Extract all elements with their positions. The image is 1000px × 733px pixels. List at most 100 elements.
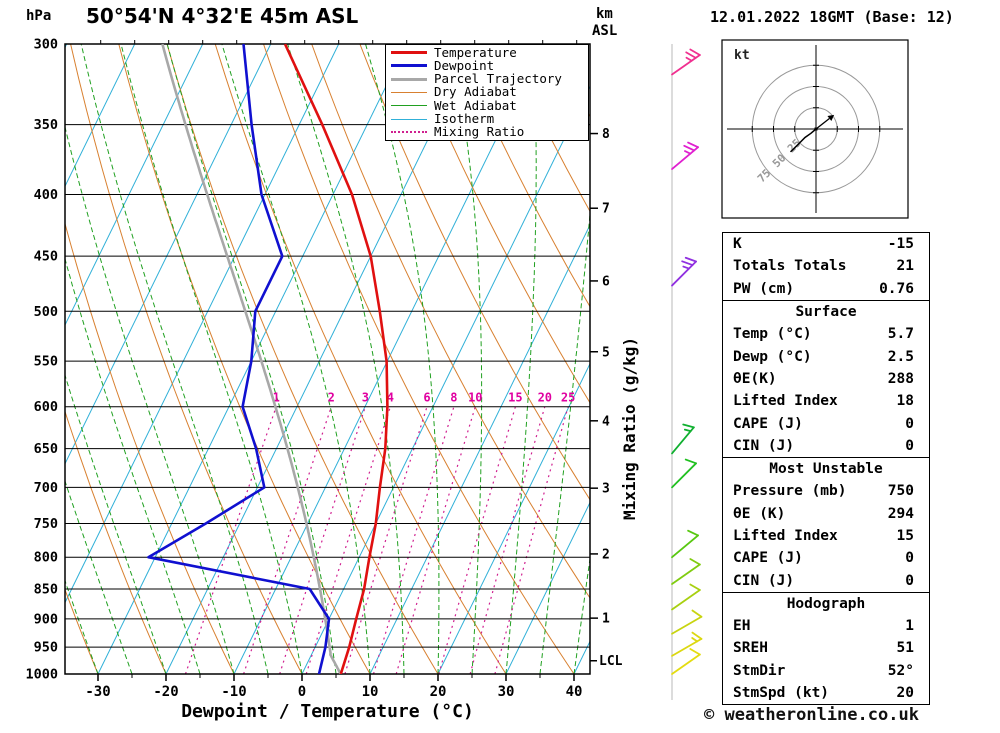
pressure-tick-label: 650 [34, 441, 58, 457]
table-row: PW (cm) 0.76 [723, 278, 929, 300]
km-tick-label: 4 [602, 414, 610, 429]
mixing-ratio-label: 15 [508, 391, 522, 405]
table-section-most-unstable: Most Unstable Pressure (mb) 750 θE (K) 294 Li… [723, 456, 929, 592]
wind-barb [671, 648, 701, 675]
legend-item-label: Wet Adiabat [434, 97, 517, 113]
table-row-value: 0 [905, 550, 914, 567]
table-row-label: Dewp (°C) [733, 348, 812, 365]
table-row-label: Pressure (mb) [733, 483, 847, 500]
legend-item-label: Isotherm [434, 111, 495, 127]
table-row-value: 294 [887, 505, 914, 522]
table-row-label: Lifted Index [733, 393, 838, 410]
legend-line-sample [391, 51, 427, 55]
table-row-label: Lifted Index [733, 528, 838, 544]
wind-barb [671, 48, 701, 76]
pressure-tick-label: 800 [34, 550, 58, 566]
legend-item: Mixing Ratio [391, 126, 586, 138]
legend-line-sample [391, 77, 427, 81]
mixing-ratio-line [344, 406, 428, 674]
km-tick-label: 7 [602, 202, 610, 217]
mixing-ratio-label: 2 [328, 391, 335, 405]
isotherm-line [505, 501, 590, 674]
isotherm-line [233, 44, 544, 674]
legend-item-label: Dry Adiabat [434, 84, 517, 100]
temp-tick-label: -30 [85, 684, 110, 700]
isotherm-line [301, 85, 590, 674]
km-tick-label: 6 [602, 274, 610, 289]
legend-line-sample [391, 64, 427, 68]
table-row: K -15 [723, 233, 929, 255]
lcl-label: LCL [599, 654, 623, 669]
table-row-label: θE(K) [733, 370, 777, 387]
wet-adiabat-line [65, 373, 167, 674]
indices-table: K -15 Totals Totals 21 PW (cm) 0.76 Surface Tem… [722, 232, 930, 706]
wet-adiabat-line [65, 579, 99, 674]
hodograph-origin-marker [814, 127, 818, 131]
temp-tick-label: -20 [153, 684, 178, 700]
table-section-header: Hodograph [786, 595, 866, 612]
table-row: CAPE (J) 0 [723, 547, 929, 569]
pressure-tick-label: 450 [34, 249, 58, 265]
legend-line-sample [391, 131, 427, 134]
isotherm-line [369, 223, 590, 674]
table-row-value: 15 [896, 528, 914, 544]
table-row-label: StmSpd (kt) [733, 685, 830, 702]
legend-item-label: Mixing Ratio [434, 124, 525, 140]
wet-adiabat-line [65, 257, 201, 674]
table-row-value: 1 [905, 618, 914, 635]
mixing-ratio-label: 20 [538, 391, 552, 405]
temp-tick-label: 40 [566, 684, 583, 700]
table-row-value: 52° [887, 662, 914, 679]
isotherm-line [437, 362, 590, 674]
table-row-value: 5.7 [887, 326, 914, 343]
table-row: θE (K) 294 [723, 503, 929, 525]
table-row-value: 2.5 [887, 348, 914, 365]
table-row: Pressure (mb) 750 [723, 480, 929, 502]
table-row-label: SREH [733, 640, 768, 657]
table-row-value: 20 [896, 685, 914, 702]
altitude-axis-unit-km: km [596, 6, 613, 22]
dry-adiabat-line [407, 44, 590, 404]
mixing-ratio-label: 6 [423, 391, 430, 405]
plot-frame [64, 43, 591, 675]
legend-item: Isotherm [391, 111, 586, 127]
mixing-ratio-label: 4 [387, 391, 394, 405]
pressure-tick-label: 300 [34, 37, 58, 53]
table-row-value: -15 [887, 236, 914, 253]
table-row: CIN (J) 0 [723, 569, 929, 591]
dry-adiabat-line [65, 588, 99, 674]
wind-barb [671, 583, 701, 611]
pressure-tick-label: 900 [34, 611, 58, 627]
storm-motion-vector [815, 118, 830, 130]
pressure-tick-label: 500 [34, 304, 58, 320]
axes-grid: 3003504004505005506006507007508008509009… [25, 37, 622, 701]
legend-item: Wet Adiabat [391, 97, 586, 113]
isotherm-line [165, 44, 476, 674]
table-row-label: EH [733, 618, 751, 635]
pressure-axis-unit: hPa [26, 8, 52, 24]
legend-item-label: Parcel Trajectory [434, 71, 562, 87]
table-row-label: Temp (°C) [733, 326, 812, 343]
wind-barb-column [671, 44, 703, 700]
temp-tick-label: -10 [221, 684, 246, 700]
wet-adiabat-line [80, 44, 269, 674]
km-tick-label: 1 [602, 612, 610, 627]
table-row-label: K [733, 236, 742, 253]
table-row-label: CAPE (J) [733, 550, 803, 567]
table-section-surface: Surface Temp (°C) 5.7 Dewp (°C) 2.5 θE(K) 288 L… [723, 299, 929, 457]
dewpoint-curve [147, 44, 331, 674]
hodograph-unit-label: kt [734, 48, 750, 63]
isotherm-line [65, 44, 272, 465]
table-row: StmDir 52° [723, 660, 929, 682]
temp-tick-label: 0 [298, 684, 306, 700]
wind-barb [671, 558, 701, 585]
copyright-watermark: © weatheronline.co.uk [704, 705, 919, 725]
mixing-ratio-line [184, 406, 277, 674]
km-tick-label: 2 [602, 547, 610, 562]
mixing-ratio-label: 10 [468, 391, 482, 405]
wet-adiabat-line [573, 555, 590, 674]
temperature-curve [283, 44, 389, 674]
table-row-label: θE (K) [733, 505, 786, 522]
table-row-value: 0.76 [879, 280, 914, 297]
